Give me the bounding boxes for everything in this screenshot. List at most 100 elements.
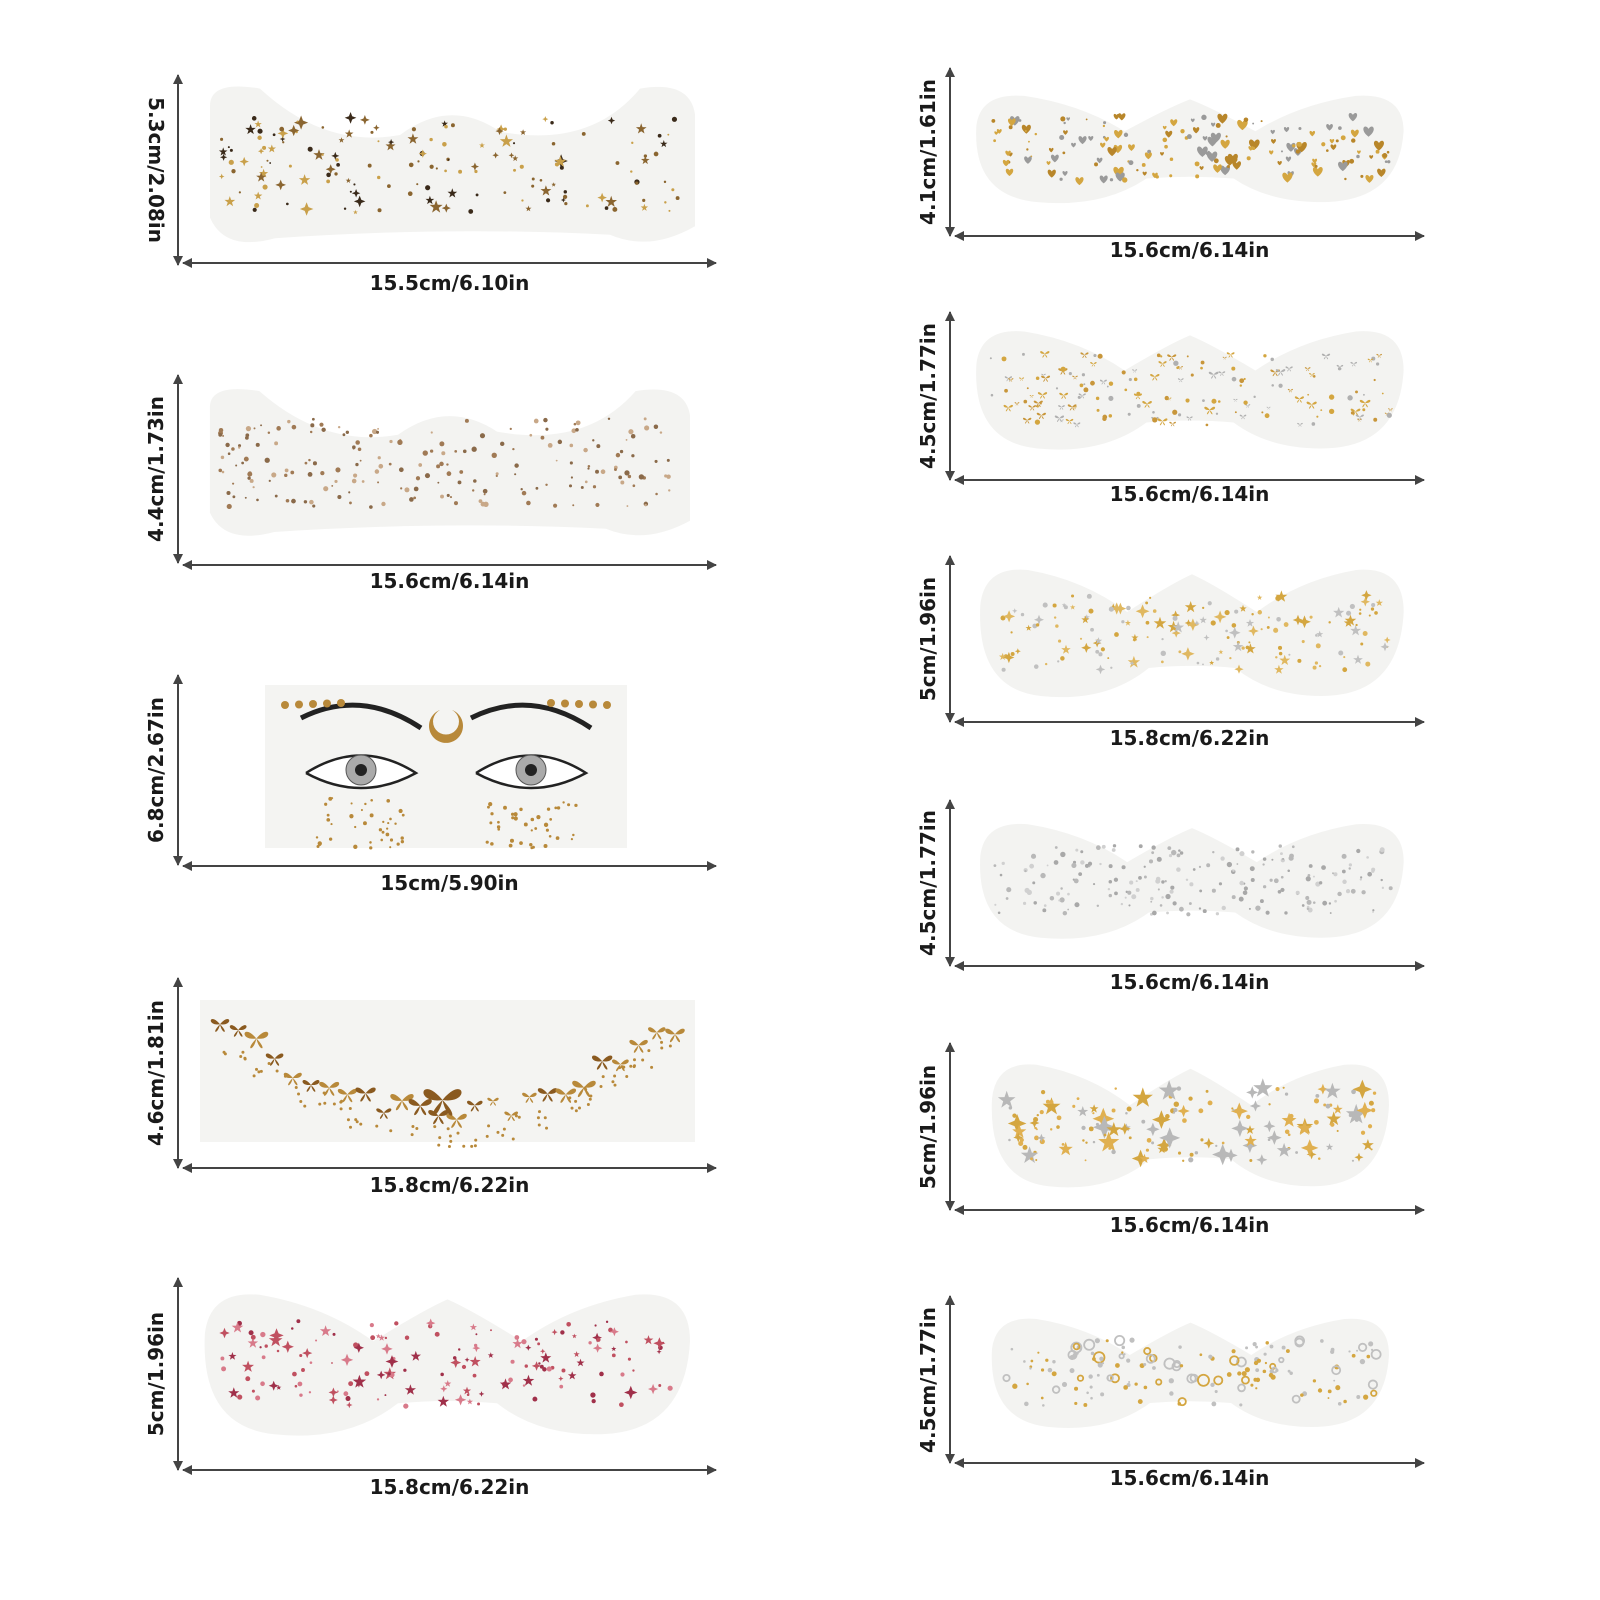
glitter-dot — [1322, 900, 1328, 906]
glitter-dot — [1266, 625, 1270, 629]
glitter-dot — [1215, 657, 1220, 661]
star-icon — [1171, 610, 1181, 620]
freckle-dot — [536, 814, 541, 820]
star-icon — [375, 1333, 381, 1339]
glitter-dot — [568, 1096, 572, 1100]
glitter-dot — [264, 457, 270, 463]
glitter-dot — [1189, 882, 1194, 887]
glitter-dot — [447, 158, 450, 161]
glitter-dot — [1270, 1374, 1276, 1380]
glitter-dot — [1018, 119, 1022, 122]
glitter-dot — [1108, 1146, 1112, 1150]
glitter-dot — [542, 1367, 547, 1372]
glitter-dot — [1143, 875, 1147, 879]
glitter-dot — [1326, 149, 1329, 152]
glitter-dot — [1103, 121, 1107, 125]
glitter-dot — [440, 494, 444, 499]
glitter-dot — [644, 503, 647, 507]
glitter-dot — [1047, 1367, 1053, 1373]
star-icon — [1098, 1131, 1120, 1152]
glitter-dot — [397, 439, 403, 445]
glitter-dot — [260, 424, 263, 427]
glitter-dot — [337, 495, 342, 500]
star-icon — [624, 1385, 638, 1400]
glitter-dot — [255, 1067, 259, 1071]
glitter-dot — [536, 1116, 540, 1120]
glitter-dot — [1345, 889, 1351, 894]
glitter-dot — [285, 498, 290, 503]
butterfly-icon — [355, 1087, 376, 1102]
glitter-dot — [331, 484, 334, 487]
freckle-dot — [497, 820, 500, 824]
glitter-dot — [294, 1086, 298, 1090]
glitter-dot — [1159, 904, 1163, 907]
glitter-dot — [1023, 399, 1028, 404]
star-icon — [1333, 606, 1345, 618]
butterfly-icon — [1367, 358, 1374, 363]
glitter-dot — [1166, 911, 1169, 915]
glitter-dot — [1370, 607, 1375, 611]
freckle-dot — [485, 840, 489, 844]
star-icon — [407, 133, 419, 144]
glitter-dot — [433, 1125, 437, 1129]
glitter-dot — [1001, 356, 1007, 362]
glitter-dot — [1280, 852, 1283, 856]
glitter-dot — [1312, 665, 1317, 670]
glitter-dot — [625, 438, 628, 441]
glitter-dot — [367, 163, 372, 168]
glitter-dot — [453, 501, 458, 506]
glitter-dot — [1124, 388, 1128, 392]
glitter-dot — [1090, 380, 1095, 386]
glitter-dot — [1307, 907, 1313, 913]
glitter-dot — [1239, 851, 1245, 857]
glitter-dot — [1277, 645, 1283, 650]
glitter-dot — [1337, 367, 1342, 371]
star-icon — [1248, 625, 1259, 637]
glitter-dot — [632, 484, 636, 488]
star-icon — [228, 1387, 240, 1398]
glitter-dot — [1167, 846, 1172, 851]
glitter-dot — [1029, 1367, 1032, 1370]
glitter-dot — [1111, 1108, 1116, 1113]
gold-dot — [337, 699, 345, 707]
butterfly-icon — [1218, 371, 1226, 376]
glitter-dot — [1200, 1138, 1204, 1142]
star-icon — [1153, 616, 1167, 629]
glitter-dot — [1086, 593, 1092, 599]
glitter-dot — [1261, 411, 1264, 414]
heart-icon — [1066, 117, 1070, 121]
butterfly-icon — [1204, 406, 1216, 415]
glitter-dot — [389, 1129, 393, 1133]
glitter-dot — [422, 450, 428, 456]
glitter-dot — [1143, 1385, 1148, 1390]
glitter-dot — [1314, 661, 1319, 665]
star-icon — [1276, 1142, 1292, 1157]
star-icon — [1362, 1139, 1374, 1151]
glitter-dot — [1367, 871, 1373, 877]
glitter-dot — [229, 148, 233, 152]
glitter-dot — [1072, 1104, 1076, 1108]
glitter-dot — [1127, 412, 1131, 416]
heart-icon — [1099, 175, 1108, 184]
glitter-dot — [1241, 646, 1245, 650]
heart-icon — [1048, 147, 1054, 153]
glitter-dot — [473, 479, 477, 483]
star-icon — [1114, 602, 1127, 615]
glitter-dot — [262, 145, 267, 150]
star-icon — [1177, 1104, 1190, 1118]
glitter-dot — [1309, 615, 1313, 619]
star-icon — [462, 1386, 472, 1395]
star-icon — [1037, 1133, 1046, 1143]
glitter-dot — [1110, 666, 1113, 669]
glitter-dot — [1068, 372, 1072, 376]
glitter-dot — [1188, 902, 1192, 905]
glitter-dot — [348, 1106, 352, 1110]
butterfly-icon — [1003, 404, 1013, 412]
glitter-dot — [1113, 877, 1119, 882]
glitter-dot — [296, 120, 299, 123]
glitter-dot — [1092, 1140, 1096, 1144]
freckle-dot — [330, 823, 333, 826]
glitter-dot — [415, 1127, 419, 1131]
glitter-dot — [315, 1339, 318, 1342]
freckle-dot — [508, 843, 513, 848]
